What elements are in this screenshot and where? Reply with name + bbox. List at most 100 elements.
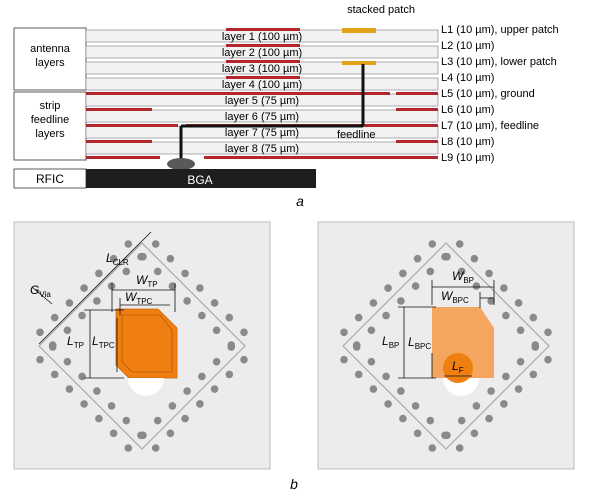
right-via [411, 402, 420, 410]
left-via [198, 372, 206, 381]
right-via [399, 269, 407, 278]
right-via [369, 299, 378, 307]
w-bp-label: WBP [452, 269, 474, 285]
w-tp-label: WTP [136, 273, 158, 289]
dielectric-layer-label-2: layer 2 (100 µm) [222, 47, 302, 59]
rfic-label: RFIC [36, 172, 64, 186]
metal-trace-L5 [396, 92, 438, 95]
right-via [487, 297, 495, 305]
right-via [397, 297, 405, 305]
left-via [36, 328, 44, 337]
left-via [63, 326, 72, 335]
w-tpc-label: WTPC [125, 290, 153, 306]
right-via [516, 326, 525, 335]
left-via [36, 355, 44, 364]
right-via [531, 343, 540, 351]
bga-label: BGA [187, 173, 212, 187]
left-via [95, 414, 103, 423]
right-via [426, 267, 435, 276]
right-via [457, 416, 466, 425]
left-via [63, 357, 72, 366]
metal-trace-L8 [396, 140, 438, 143]
dielectric-layer-label-7: layer 7 (75 µm) [225, 127, 299, 139]
right-via [455, 444, 464, 452]
metal-trace-L2 [226, 44, 300, 47]
top-view-diagrams: LCLR GVia WTP WTPC LTP LTPC WBP WBPC LBP… [13, 221, 575, 492]
dielectric-layers: layer 1 (100 µm) layer 2 (100 µm) layer 3 … [85, 29, 439, 155]
right-via [352, 341, 361, 349]
strip-layers-label-2: feedline [31, 114, 70, 126]
right-via [399, 414, 407, 423]
metal-trace-L8 [86, 140, 152, 143]
dielectric-layer-8 [85, 141, 439, 155]
dielectric-layer-6 [85, 109, 439, 123]
left-via [78, 372, 86, 381]
left-via [65, 385, 74, 393]
left-via [168, 282, 177, 290]
left-via [50, 313, 59, 322]
left-via [210, 385, 219, 393]
left-via [183, 297, 191, 305]
left-via [166, 254, 175, 263]
metal-trace-L7 [86, 124, 178, 127]
l-f-label: LF [452, 359, 464, 375]
left-via [109, 254, 118, 263]
right-via [367, 357, 376, 366]
metal-layer-label-L6: L6 (10 µm) [441, 104, 494, 116]
metal-trace-L6 [86, 108, 152, 111]
upper-patch [342, 28, 376, 33]
right-via [441, 431, 449, 440]
rfic-chip [86, 169, 316, 188]
antenna-layers-label-2: layers [35, 57, 65, 69]
right-via [367, 326, 376, 335]
lower-patch [342, 61, 376, 65]
dielectric-layer-label-1: layer 1 (100 µm) [222, 31, 302, 43]
left-via [124, 444, 133, 452]
left-via [196, 400, 204, 408]
panel-b-label: b [290, 476, 298, 492]
left-via [181, 414, 189, 423]
strip-layers-label-3: layers [35, 128, 65, 140]
right-via [340, 355, 348, 364]
left-via [240, 355, 248, 364]
left-via [225, 370, 234, 379]
left-via [93, 297, 101, 305]
w-bpc-label: WBPC [441, 289, 469, 305]
left-via [168, 402, 177, 410]
metal-layer-labels: L1 (10 µm), upper patch L2 (10 µm) L3 (10 … [441, 24, 559, 164]
right-via [384, 284, 392, 292]
strip-feedline-layers-box [13, 91, 87, 161]
l-bp-label: LBP [382, 334, 399, 350]
right-dimensions [398, 280, 495, 379]
left-via [153, 416, 162, 425]
left-via [107, 282, 116, 290]
stackup-diagram: stacked patch antenna layers strip feedl… [13, 4, 559, 209]
right-via [470, 429, 479, 438]
right-via [340, 328, 348, 337]
left-via [65, 299, 74, 307]
right-via [397, 387, 405, 395]
antenna-layers-label-1: antenna [30, 43, 71, 55]
right-via [485, 414, 493, 423]
right-via [500, 400, 508, 408]
left-via [122, 416, 131, 425]
left-via-fence [36, 240, 248, 452]
right-via [502, 311, 510, 320]
right-via [470, 254, 479, 263]
left-via [93, 387, 101, 395]
dielectric-layer-label-4: layer 4 (100 µm) [222, 79, 302, 91]
right-via [502, 372, 510, 381]
left-via [137, 252, 145, 261]
upper-patch-cutout [121, 314, 173, 373]
feed-clearance-right [443, 378, 479, 396]
left-via [212, 357, 221, 366]
dielectric-layer-label-3: layer 3 (100 µm) [222, 63, 302, 75]
left-via [95, 269, 103, 278]
left-via [50, 370, 59, 379]
right-via [411, 282, 420, 290]
metal-layer-label-L5: L5 (10 µm), ground [441, 88, 535, 100]
metal-layer-label-L8: L8 (10 µm) [441, 136, 494, 148]
left-via [109, 429, 118, 438]
left-via [227, 343, 236, 351]
right-clearance-diamond [342, 242, 550, 450]
